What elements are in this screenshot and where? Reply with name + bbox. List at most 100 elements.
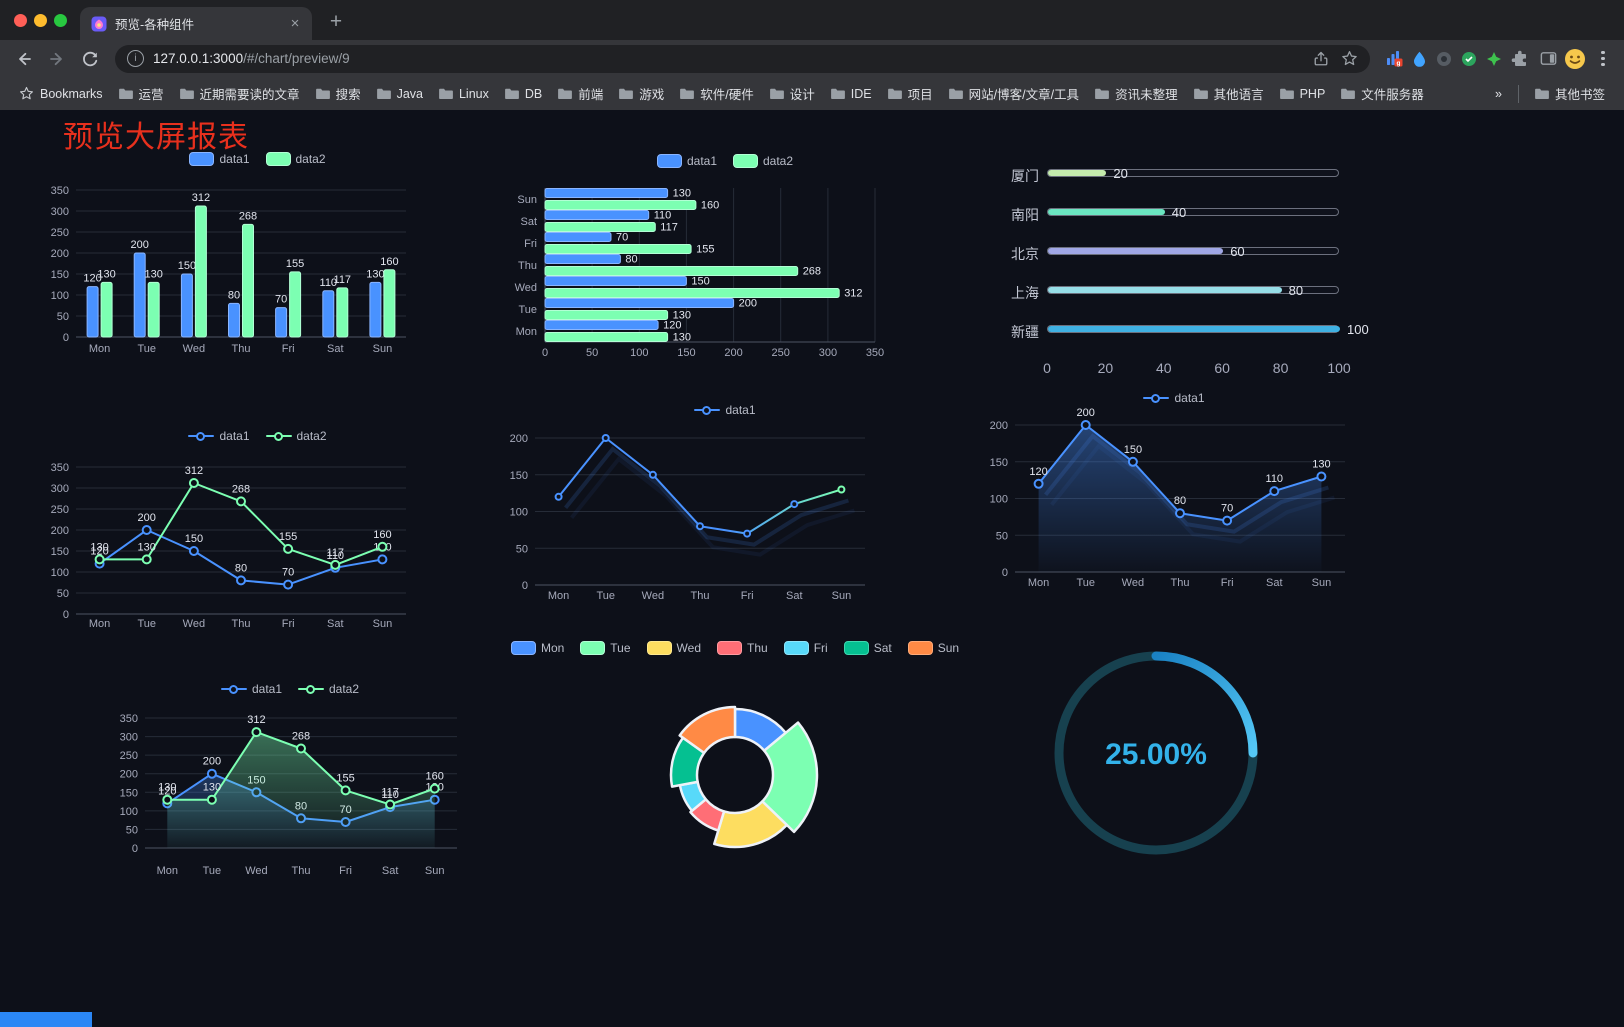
legend-item[interactable]: Mon [510, 641, 564, 655]
svg-text:80: 80 [1174, 495, 1186, 507]
browser-tab[interactable]: 预览-各种组件 × [80, 7, 312, 40]
legend-item[interactable]: data2 [265, 429, 327, 443]
progress-value: 20 [1113, 166, 1128, 181]
svg-text:150: 150 [510, 470, 528, 482]
folder-icon [680, 88, 695, 99]
legend-line-icon [188, 430, 215, 442]
share-icon[interactable] [1312, 50, 1330, 68]
legend-swatch [510, 641, 536, 655]
legend-line-icon [298, 683, 324, 695]
progress-fill [1048, 170, 1107, 176]
forward-button[interactable] [43, 45, 71, 73]
legend-item[interactable]: data2 [265, 152, 326, 166]
bookmarks-overflow-chevron[interactable]: » [1495, 86, 1502, 101]
bookmarks-manager-item[interactable]: Bookmarks [12, 83, 110, 104]
svg-text:110: 110 [320, 277, 338, 289]
back-button[interactable] [10, 45, 38, 73]
svg-text:0: 0 [1002, 567, 1008, 579]
svg-text:130: 130 [138, 541, 156, 553]
multi-line-chart-svg: 0 50 100 150 200 250 300 350 Mon Tue Wed Thu Fri Sat S… [51, 462, 406, 630]
svg-text:200: 200 [990, 420, 1008, 432]
maximize-window-button[interactable] [54, 14, 67, 27]
bookmark-folder-item[interactable]: 运营 [112, 81, 171, 106]
site-info-icon[interactable]: i [127, 50, 144, 67]
side-panel-icon[interactable] [1539, 49, 1558, 68]
address-bar[interactable]: i 127.0.0.1:3000/#/chart/preview/9 [115, 44, 1370, 73]
reload-button[interactable] [76, 45, 104, 73]
legend-item[interactable]: Tue [580, 641, 631, 655]
svg-text:Wed: Wed [183, 618, 205, 630]
url-path: /#/chart/preview/9 [243, 51, 350, 66]
ext-dark-circle-icon[interactable] [1436, 51, 1452, 67]
svg-text:110: 110 [381, 789, 399, 801]
browser-menu-icon[interactable] [1592, 47, 1614, 71]
folder-icon [504, 88, 519, 99]
legend-item[interactable]: data2 [298, 682, 359, 696]
svg-text:100: 100 [120, 806, 138, 818]
bookmark-folder-item[interactable]: 游戏 [612, 81, 671, 106]
legend-swatch [580, 641, 606, 655]
bookmark-star-icon[interactable] [1341, 50, 1358, 67]
ext-drop-icon[interactable] [1412, 51, 1427, 67]
legend-item[interactable]: Sat [843, 641, 892, 655]
bookmark-folder-item[interactable]: IDE [824, 84, 879, 104]
legend-item[interactable]: Fri [783, 641, 828, 655]
bookmark-folder-item[interactable]: 前端 [551, 81, 610, 106]
legend-item[interactable]: Wed [646, 641, 701, 655]
legend-item[interactable]: Thu [717, 641, 768, 655]
legend-item[interactable]: data1 [656, 154, 717, 168]
tab-close-icon[interactable]: × [290, 14, 300, 32]
bookmark-folder-item[interactable]: 其他语言 [1187, 81, 1271, 106]
svg-text:268: 268 [292, 731, 310, 743]
svg-text:120: 120 [90, 546, 108, 558]
progress-row: 新疆 100 [995, 321, 1373, 340]
svg-text:130: 130 [673, 310, 691, 322]
bookmark-folder-item[interactable]: Java [370, 84, 430, 104]
bookmark-folder-item[interactable]: 网站/博客/文章/工具 [942, 81, 1086, 106]
profile-avatar[interactable] [1563, 47, 1587, 71]
svg-text:110: 110 [327, 550, 345, 562]
other-bookmarks-folder[interactable]: 其他书签 [1528, 81, 1612, 106]
bookmark-folder-item[interactable]: 文件服务器 [1334, 81, 1431, 106]
svg-text:160: 160 [373, 529, 391, 541]
bookmark-folder-item[interactable]: DB [498, 84, 549, 104]
bookmark-folder-item[interactable]: 搜索 [309, 81, 368, 106]
bookmark-folder-item[interactable]: 设计 [763, 81, 822, 106]
legend-item[interactable]: data1 [694, 403, 756, 417]
bookmark-folder-item[interactable]: 项目 [881, 81, 940, 106]
progress-category: 北京 [1011, 246, 1039, 262]
ext-green-circle-icon[interactable] [1461, 51, 1477, 67]
legend-item[interactable]: data1 [220, 682, 282, 696]
bookmark-folder-item[interactable]: 资讯未整理 [1088, 81, 1185, 106]
svg-text:Thu: Thu [232, 343, 251, 355]
url-text[interactable]: 127.0.0.1:3000/#/chart/preview/9 [153, 51, 1303, 66]
area-line-chart: data1 0 50 100 150 200 Mon Tue Wed Thu Fri Sat Sun 12… [985, 388, 1363, 606]
bookmark-folder-item[interactable]: 近期需要读的文章 [173, 81, 307, 106]
ext-stats-icon[interactable]: g [1386, 50, 1403, 67]
bookmark-folder-item[interactable]: 软件/硬件 [673, 81, 760, 106]
svg-text:Sun: Sun [425, 865, 445, 877]
close-window-button[interactable] [14, 14, 27, 27]
folder-icon [769, 88, 784, 99]
legend-item[interactable]: Sun [907, 641, 959, 655]
svg-text:Tue: Tue [203, 865, 222, 877]
svg-text:Sun: Sun [832, 590, 852, 602]
legend-item[interactable]: data2 [733, 154, 793, 168]
legend-item[interactable]: data1 [188, 429, 250, 443]
folder-icon [315, 88, 330, 99]
legend-line-icon [265, 430, 292, 442]
bookmark-folder-item[interactable]: Linux [432, 84, 496, 104]
horizontal-bar-chart: data1 data2 0 50 100 150 200 250 300 350 Mon Tue Wed… [505, 150, 945, 372]
legend-item[interactable]: data1 [1143, 391, 1205, 405]
svg-text:268: 268 [803, 266, 821, 278]
extensions-puzzle-icon[interactable] [1511, 50, 1529, 68]
ext-green-star-icon[interactable] [1486, 51, 1502, 67]
minimize-window-button[interactable] [34, 14, 47, 27]
folder-icon [887, 88, 902, 99]
progress-value: 60 [1230, 244, 1245, 259]
bookmark-folder-item[interactable]: PHP [1273, 84, 1333, 104]
legend-item[interactable]: data1 [189, 152, 250, 166]
new-tab-button[interactable]: + [329, 10, 343, 33]
folder-icon [619, 88, 634, 99]
svg-text:250: 250 [772, 347, 790, 359]
